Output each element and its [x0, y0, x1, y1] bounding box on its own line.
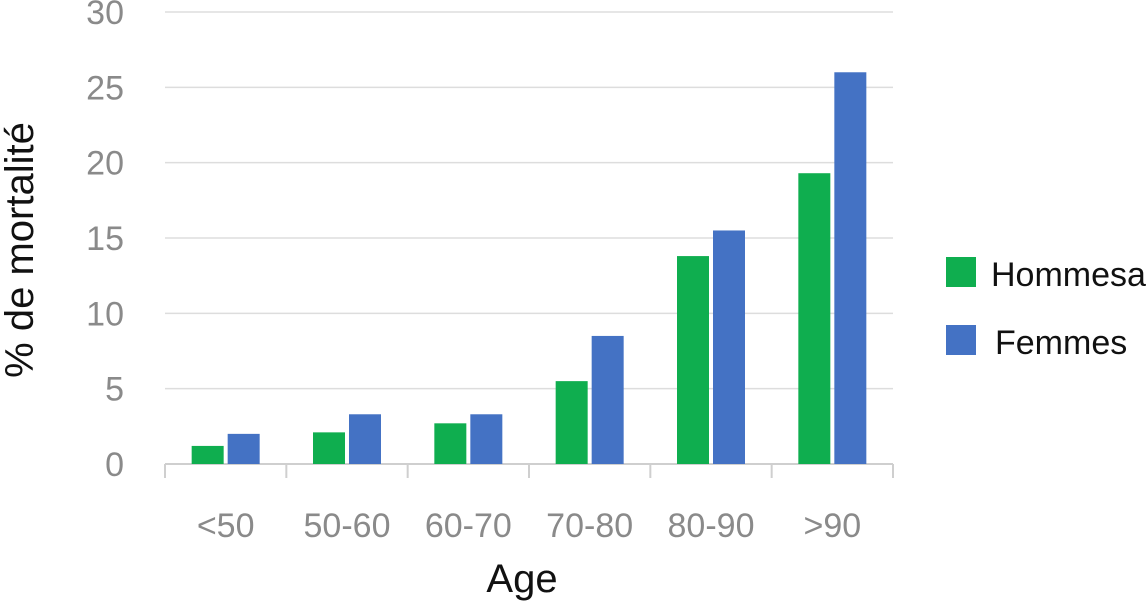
x-tick-label: 80-90 [668, 507, 755, 545]
x-tick-label: 70-80 [546, 507, 633, 545]
legend-swatch-femmes [946, 325, 976, 355]
bar-femmes-2 [470, 414, 503, 464]
y-axis-tick-labels: 0 5 10 15 20 25 30 [86, 0, 124, 484]
x-axis-tick-labels: <50 50-60 60-70 70-80 80-90 >90 [197, 507, 861, 545]
bar-hommes-1 [313, 432, 345, 464]
bar-hommes-2 [434, 423, 467, 464]
bar-femmes-3 [591, 335, 624, 464]
x-tick-label: 50-60 [304, 507, 391, 545]
legend: Hommesa Femmes [946, 256, 1146, 362]
x-tick-label: >90 [803, 507, 861, 545]
y-axis-title: % de mortalité [0, 122, 42, 378]
y-tick-label: 10 [86, 295, 124, 333]
y-tick-label: 20 [86, 145, 124, 183]
x-tick-label: 60-70 [425, 507, 512, 545]
legend-label-femmes: Femmes [995, 324, 1127, 362]
bar-femmes-0 [227, 433, 260, 464]
bar-femmes-4 [713, 230, 745, 464]
bar-femmes-5 [834, 72, 867, 465]
y-tick-label: 0 [105, 446, 124, 484]
legend-swatch-hommes [946, 257, 976, 287]
x-axis-tick-marks [164, 464, 894, 478]
y-tick-label: 30 [86, 0, 124, 32]
bar-hommes-5 [798, 173, 831, 465]
bar-hommes-0 [191, 445, 224, 464]
y-tick-label: 15 [86, 220, 124, 258]
legend-label-hommes: Hommesa [991, 256, 1146, 294]
y-tick-label: 5 [105, 371, 124, 409]
gridlines [165, 11, 893, 390]
x-axis-title: Age [486, 557, 557, 601]
bar-hommes-4 [677, 256, 709, 464]
bar-femmes-1 [349, 414, 381, 464]
bars [191, 72, 867, 465]
bar-hommes-3 [555, 381, 588, 464]
x-tick-label: <50 [197, 507, 255, 545]
y-tick-label: 25 [86, 69, 124, 107]
